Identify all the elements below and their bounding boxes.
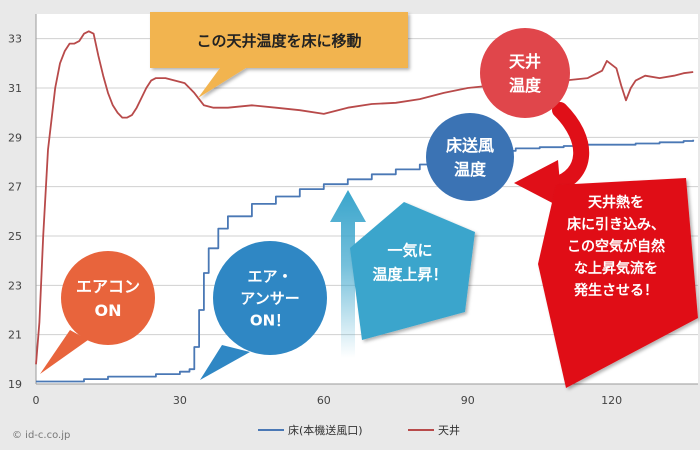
legend-label: 床(本機送風口)	[288, 423, 363, 437]
bubble-answer-on	[213, 241, 327, 355]
x-tick-label: 60	[317, 394, 331, 407]
legend: 床(本機送風口) 天井	[258, 423, 460, 437]
bubble-text-answer: ON！	[250, 311, 290, 329]
x-tick-label: 120	[601, 394, 622, 407]
bubble-tail-answer	[200, 345, 250, 380]
bubble-text-answer: エア・	[247, 267, 292, 285]
banner-text-heat: この空気が自然	[567, 238, 665, 255]
y-tick-label: 31	[8, 82, 22, 95]
banner-text-heat: な上昇気流を	[574, 260, 658, 277]
bubble-text-aircon: エアコン	[76, 277, 140, 296]
x-tick-label: 0	[33, 394, 40, 407]
y-tick-label: 21	[8, 329, 22, 342]
circle-text-floor: 温度	[453, 160, 487, 179]
circle-text-floor: 床送風	[446, 136, 494, 155]
pentagon-text-rise: 一気に	[387, 241, 432, 259]
axes: 19 21 23 25 27 29 31 33 0 30 60 90 120	[8, 14, 698, 407]
copyright-text: © id-c.co.jp	[12, 430, 70, 441]
circle-text-ceiling: 天井	[509, 52, 541, 71]
series-line	[35, 30, 694, 365]
y-tick-label: 29	[8, 131, 22, 144]
x-tick-label: 30	[173, 394, 187, 407]
circle-text-ceiling: 温度	[508, 76, 542, 95]
callout-text-move: この天井温度を床に移動	[196, 32, 361, 50]
legend-label: 天井	[438, 423, 460, 437]
bubble-text-answer: アンサー	[240, 289, 299, 307]
circle-floor-wind	[426, 113, 514, 201]
banner-heat	[538, 178, 698, 388]
y-tick-label: 19	[8, 378, 22, 391]
curved-arrow-head	[514, 160, 562, 208]
x-tick-label: 90	[461, 394, 475, 407]
y-tick-label: 25	[8, 230, 22, 243]
pentagon-rise	[350, 202, 475, 340]
banner-text-heat: 発生させる！	[573, 282, 658, 299]
banner-text-heat: 床に引き込み、	[567, 216, 665, 233]
bubble-tail-aircon	[40, 330, 88, 374]
y-tick-label: 33	[8, 33, 22, 46]
bubble-text-aircon: ON	[95, 301, 122, 320]
banner-text-heat: 天井熱を	[588, 194, 644, 211]
curved-arrow-shaft	[547, 102, 590, 193]
y-tick-label: 27	[8, 181, 22, 194]
y-tick-label: 23	[8, 279, 22, 292]
callout-box-move	[150, 12, 408, 98]
circle-ceiling-temp	[480, 28, 570, 118]
pentagon-text-rise: 温度上昇！	[372, 265, 447, 283]
rise-arrow	[330, 190, 366, 358]
bubble-aircon-on	[61, 251, 155, 345]
annotation-layer: この天井温度を床に移動エアコンONエア・アンサーON！一気に温度上昇！天井温度床…	[40, 12, 698, 388]
